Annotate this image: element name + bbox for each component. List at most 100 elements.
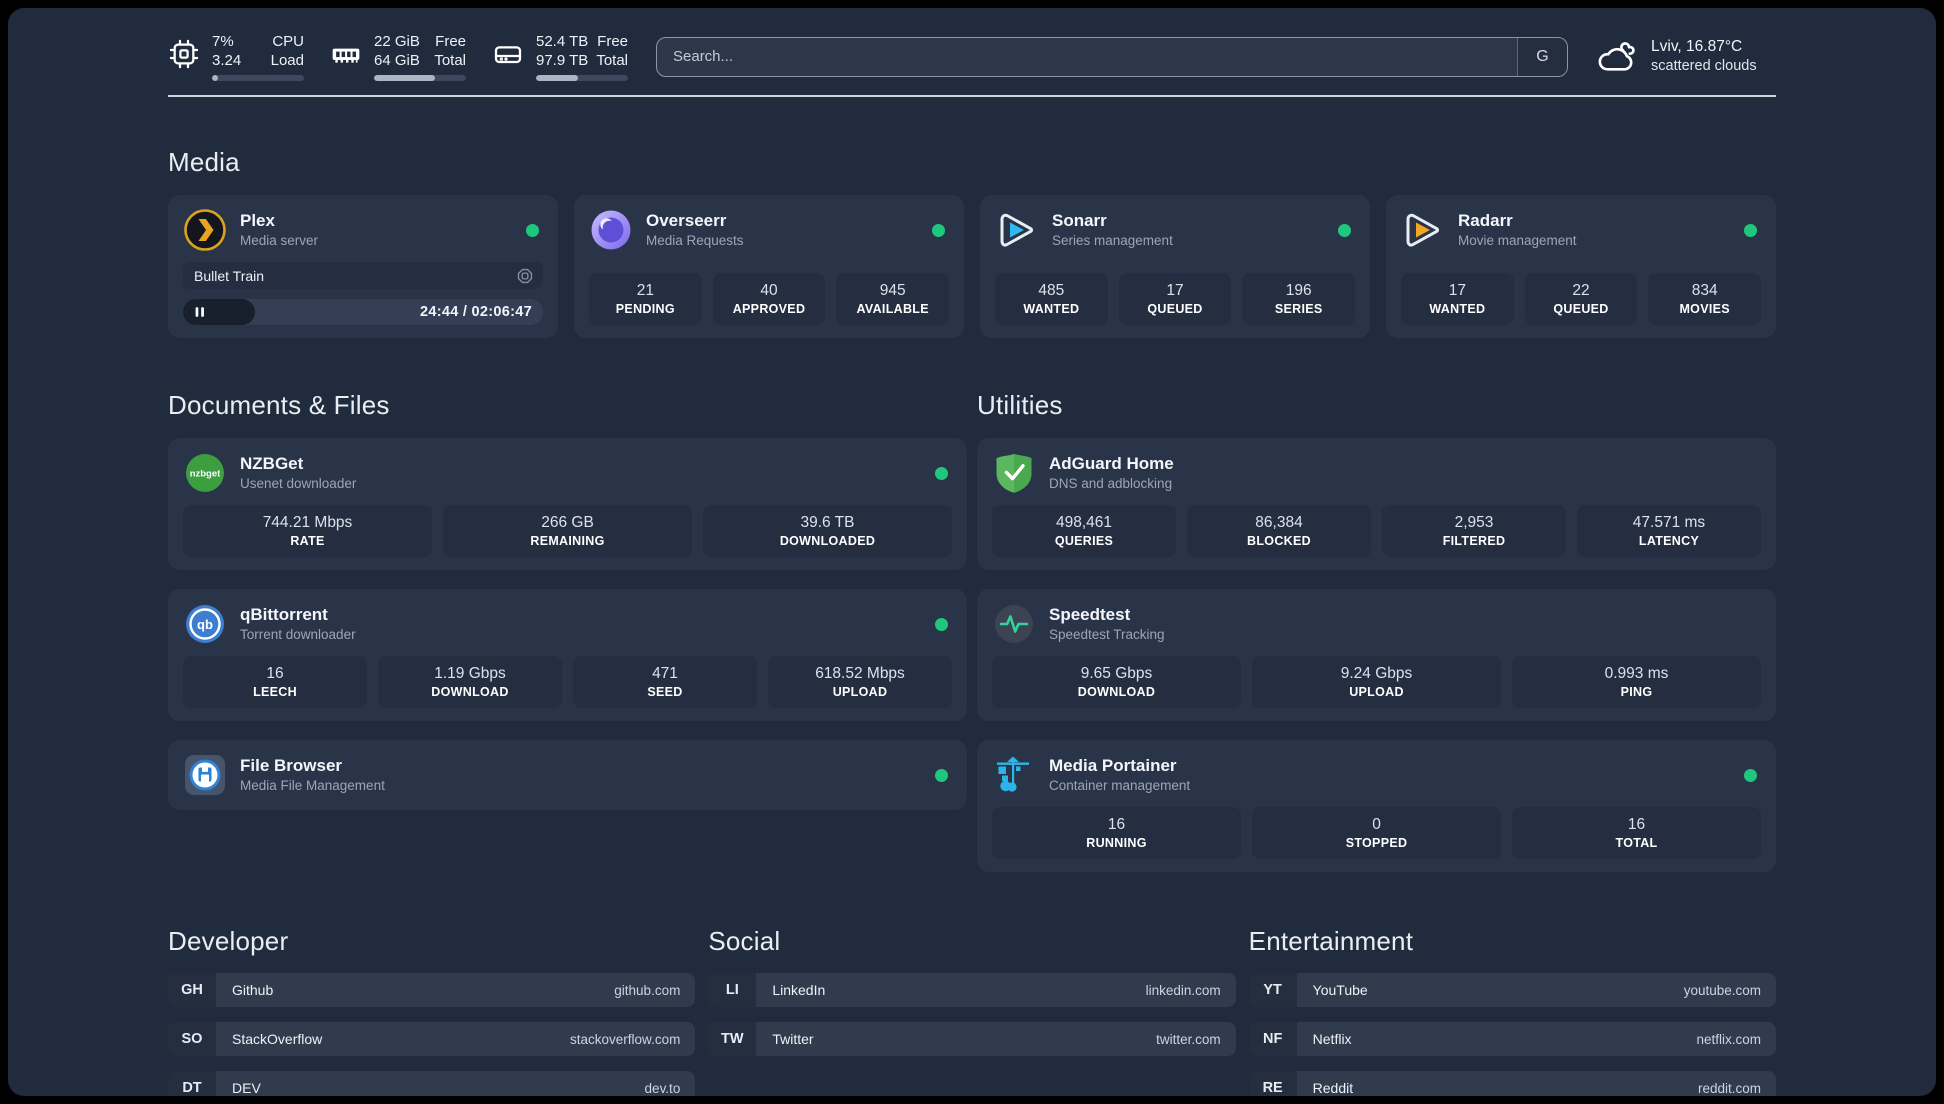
- stat-label: LATENCY: [1638, 534, 1700, 548]
- bookmark-reddit[interactable]: RE Reddit reddit.com: [1248, 1071, 1776, 1096]
- bookmark-netflix[interactable]: NF Netflix netflix.com: [1248, 1022, 1776, 1056]
- stat-download: 1.19 Gbps DOWNLOAD: [378, 656, 562, 708]
- app-subtitle: Series management: [1052, 233, 1173, 248]
- stat-stopped: 0 STOPPED: [1252, 807, 1501, 859]
- section-entertainment: Entertainment YT YouTube youtube.com NF Netfl…: [1248, 926, 1776, 1096]
- bookmark-youtube[interactable]: YT YouTube youtube.com: [1248, 973, 1776, 1007]
- adguard-icon: [992, 451, 1036, 495]
- bookmark-url: netflix.com: [1696, 1031, 1761, 1047]
- section-title-developer: Developer: [168, 926, 289, 956]
- playback-time: 24:44 / 02:06:47: [419, 304, 532, 320]
- bookmark-abbr: LI: [708, 973, 757, 1007]
- bookmark-url: reddit.com: [1697, 1080, 1761, 1096]
- stat-queries: 498,461 QUERIES: [992, 505, 1176, 557]
- stat-downloaded: 39.6 TB DOWNLOADED: [703, 505, 952, 557]
- status-dot: [932, 223, 945, 237]
- usage-progress-bar: [212, 75, 304, 81]
- app-subtitle: Container management: [1049, 778, 1191, 793]
- app-name: Overseerr: [646, 211, 727, 230]
- overseerr-icon: [589, 208, 633, 252]
- nzbget-icon: nzbget: [183, 451, 227, 495]
- app-name: Speedtest: [1049, 605, 1131, 624]
- stat-value: 7%: [212, 33, 234, 50]
- system-stats: 7% CPU 3.24 Load 22 GiB Free 64 GiB Total 52.4 T…: [168, 32, 628, 81]
- app-subtitle: Speedtest Tracking: [1049, 627, 1165, 642]
- app-subtitle: Movie management: [1458, 233, 1577, 248]
- app-card-adguard[interactable]: AdGuard Home DNS and adblocking 498,461 QUE…: [977, 438, 1776, 570]
- stat-label: UPLOAD: [1349, 685, 1404, 699]
- search-bar[interactable]: G: [656, 36, 1568, 77]
- bookmark-twitter[interactable]: TW Twitter twitter.com: [708, 1022, 1236, 1056]
- bookmark-linkedin[interactable]: LI LinkedIn linkedin.com: [708, 973, 1236, 1007]
- stat-value: 47.571 ms: [1632, 514, 1706, 531]
- bookmark-stackoverflow[interactable]: SO StackOverflow stackoverflow.com: [168, 1022, 696, 1056]
- dashboard: 7% CPU 3.24 Load 22 GiB Free 64 GiB Total 52.4 T…: [8, 8, 1936, 1096]
- speedtest-icon: [992, 602, 1036, 646]
- status-dot: [935, 466, 948, 480]
- stat-label: AVAILABLE: [856, 302, 929, 316]
- weather-location: Lviv, 16.87°C: [1651, 38, 1743, 55]
- section-documents: Documents & Files nzbget NZBGet Usenet dow…: [168, 340, 967, 872]
- bookmark-name: LinkedIn: [772, 982, 826, 998]
- app-card-sonarr[interactable]: Sonarr Series management 485 WANTED 17 QUEUED…: [980, 195, 1370, 338]
- app-card-radarr[interactable]: Radarr Movie management 17 WANTED 22 QUEUED 83…: [1386, 195, 1776, 338]
- stat-label: RATE: [290, 534, 325, 548]
- pause-icon: [192, 304, 208, 320]
- app-subtitle: Media server: [240, 233, 319, 248]
- plex-icon: [183, 208, 227, 252]
- search-input[interactable]: [657, 37, 1517, 76]
- section-title-entertainment: Entertainment: [1248, 926, 1414, 956]
- stat-remaining: 266 GB REMAINING: [443, 505, 692, 557]
- stat-download: 9.65 Gbps DOWNLOAD: [992, 656, 1241, 708]
- stat-value: 17: [1166, 282, 1184, 299]
- search-provider-button[interactable]: G: [1517, 37, 1567, 76]
- svg-text:nzbget: nzbget: [190, 469, 221, 480]
- section-title-media: Media: [168, 147, 240, 177]
- stat-label: PENDING: [615, 302, 675, 316]
- stat-ping: 0.993 ms PING: [1512, 656, 1761, 708]
- usage-progress-fill: [536, 75, 579, 81]
- stat-value: 945: [879, 282, 906, 299]
- bookmark-url: github.com: [614, 982, 681, 998]
- app-card-plex[interactable]: Plex Media server Bullet Train 24:44 / 02:0…: [168, 195, 558, 338]
- sonarr-icon: [995, 208, 1039, 252]
- stat-value: 17: [1448, 282, 1466, 299]
- status-dot: [1744, 768, 1757, 782]
- stat-total: 16 TOTAL: [1512, 807, 1761, 859]
- section-title-utilities: Utilities: [977, 390, 1063, 420]
- stat-label: TOTAL: [1615, 836, 1658, 850]
- bookmark-url: stackoverflow.com: [570, 1031, 681, 1047]
- usage-progress-bar: [536, 75, 628, 81]
- stat-label: Total: [596, 52, 628, 69]
- app-card-portainer[interactable]: Media Portainer Container management 16 RUN…: [977, 740, 1776, 872]
- app-subtitle: Usenet downloader: [240, 476, 357, 491]
- stat-queued: 22 QUEUED: [1524, 273, 1638, 325]
- topbar-divider: [168, 95, 1776, 97]
- stat-value: 0.993 ms: [1604, 665, 1669, 682]
- system-stat-cpu: 7% CPU 3.24 Load: [168, 32, 304, 81]
- stat-label: Load: [270, 52, 304, 69]
- bookmark-name: Reddit: [1312, 1080, 1354, 1096]
- app-name: Sonarr: [1052, 211, 1107, 230]
- svg-text:qb: qb: [197, 617, 213, 632]
- bookmark-url: dev.to: [644, 1080, 681, 1096]
- bookmark-github[interactable]: GH Github github.com: [168, 973, 696, 1007]
- stat-value: 22 GiB: [374, 33, 420, 50]
- app-card-filebrowser[interactable]: File Browser Media File Management: [168, 740, 967, 810]
- app-card-speedtest[interactable]: Speedtest Speedtest Tracking 9.65 Gbps DOWN…: [977, 589, 1776, 721]
- status-dot: [526, 223, 539, 237]
- app-card-overseerr[interactable]: Overseerr Media Requests 21 PENDING 40 APPROV…: [574, 195, 964, 338]
- cpu-icon: [168, 38, 200, 70]
- status-dot: [935, 768, 948, 782]
- status-dot: [1744, 223, 1757, 237]
- app-card-nzbget[interactable]: nzbget NZBGet Usenet downloader 744.21 Mbps…: [168, 438, 967, 570]
- section-social: Social LI LinkedIn linkedin.com TW Twitter twi…: [708, 926, 1236, 1096]
- app-card-qbittorrent[interactable]: qb qBittorrent Torrent downloader 16 LEECH 1.…: [168, 589, 967, 721]
- stat-wanted: 485 WANTED: [995, 273, 1108, 325]
- stat-label: WANTED: [1023, 302, 1080, 316]
- usage-progress-fill: [212, 75, 219, 81]
- bookmark-dev[interactable]: DT DEV dev.to: [168, 1071, 696, 1096]
- stat-value: 485: [1038, 282, 1065, 299]
- stat-label: SEED: [647, 685, 683, 699]
- stat-queued: 17 QUEUED: [1118, 273, 1232, 325]
